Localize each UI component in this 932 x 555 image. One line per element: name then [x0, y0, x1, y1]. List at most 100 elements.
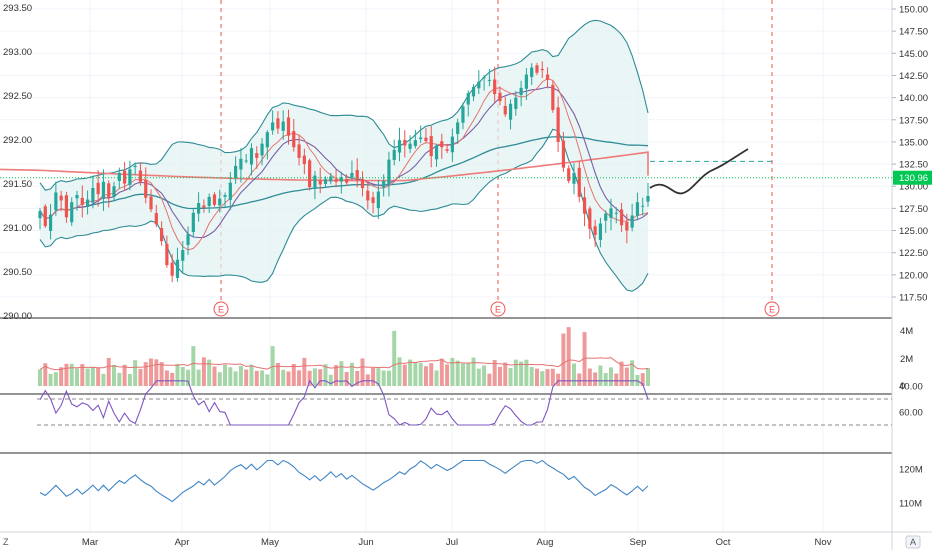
earnings-marker-label: E [218, 305, 224, 315]
volume-axis-label: 2M [900, 354, 913, 365]
candle-body [38, 211, 42, 219]
volume-axis-label: 0 [900, 381, 905, 392]
candle-body [313, 175, 317, 189]
obv-axis-label: 120M [899, 465, 923, 476]
volume-bar [48, 373, 53, 386]
candle-body [234, 165, 238, 179]
candle-body [329, 176, 333, 182]
volume-bar [302, 357, 307, 386]
candle-body [567, 168, 571, 181]
candle-body [339, 177, 343, 182]
candle-body [308, 160, 312, 188]
earnings-marker [490, 301, 506, 317]
candle-body [360, 179, 365, 189]
volume-bar [614, 373, 619, 386]
volume-bar [254, 370, 259, 386]
volume-bar [561, 333, 566, 386]
candle-body [540, 69, 544, 71]
left-axis-label: 292.50 [3, 91, 32, 102]
candle-body [101, 181, 106, 199]
candle-body [556, 107, 560, 142]
right-axis-label: 122.50 [899, 248, 928, 259]
volume-bar [344, 372, 349, 386]
candle-body [350, 172, 354, 178]
candle-body [64, 195, 69, 218]
candle-body [535, 65, 539, 73]
volume-bar [138, 368, 143, 386]
earnings-marker-label: E [769, 305, 775, 315]
volume-bar [513, 359, 518, 386]
volume-bar [318, 369, 323, 386]
candle-body [54, 192, 58, 211]
candle-body [456, 122, 460, 135]
volume-bar [233, 371, 238, 386]
volume-bar [587, 368, 592, 386]
candle-body [133, 165, 137, 168]
obv-axis-label: 110M [899, 499, 922, 510]
candle-body [625, 222, 629, 231]
volume-bar [312, 368, 317, 386]
candle-body [598, 223, 603, 240]
volume-ma-line [39, 357, 649, 371]
volume-bar [365, 374, 370, 386]
time-axis-label: Mar [82, 537, 98, 548]
volume-bar [191, 346, 196, 386]
volume-bar [550, 368, 555, 386]
bollinger-lower [39, 128, 649, 292]
candle-body [419, 137, 423, 140]
price-badge [893, 170, 932, 185]
rsi-line [39, 379, 649, 426]
volume-bar [476, 368, 481, 386]
candle-body [646, 195, 650, 202]
candle-body [43, 206, 47, 227]
volume-bar [59, 367, 64, 386]
candle-body [440, 141, 444, 148]
candle-body [323, 179, 328, 184]
candle-body [392, 149, 396, 160]
volume-bar [127, 373, 132, 386]
candle-body [138, 170, 143, 182]
candle-body [588, 208, 592, 229]
candle-body [292, 131, 296, 148]
volume-bar [471, 357, 476, 386]
candle-body [165, 243, 169, 266]
volume-bar [286, 371, 291, 386]
candle-body [265, 132, 269, 148]
volume-bar [466, 363, 471, 386]
candle-body [70, 202, 74, 223]
volume-bar [175, 363, 180, 386]
time-axis-label: Oct [716, 537, 731, 548]
volume-bar [207, 359, 212, 386]
candle-body [577, 167, 581, 197]
volume-bar [223, 364, 228, 386]
candle-body [202, 205, 206, 208]
volume-bar [386, 370, 391, 386]
candle-body [271, 122, 275, 131]
candle-body [429, 136, 433, 157]
candle-body [471, 86, 476, 97]
candle-body [477, 81, 481, 89]
volume-bar [201, 357, 206, 386]
volume-bar [593, 372, 598, 386]
right-axis-label: 127.50 [899, 204, 928, 215]
candle-body [223, 195, 227, 197]
volume-bar [534, 368, 539, 386]
rsi-axis-label: 40.00 [899, 382, 923, 393]
volume-bar [492, 359, 497, 386]
candle-body [239, 158, 243, 170]
right-axis-label: 125.00 [899, 226, 928, 237]
volume-bar [445, 364, 450, 386]
candle-body [487, 79, 491, 81]
time-axis-label: Jul [446, 537, 458, 548]
candle-body [149, 196, 153, 210]
candle-body [366, 190, 370, 201]
volume-bar [112, 364, 117, 386]
time-axis-label: Aug [537, 537, 554, 548]
sma-50-line [39, 136, 649, 220]
volume-bar [133, 360, 138, 386]
volume-bar [90, 367, 95, 386]
